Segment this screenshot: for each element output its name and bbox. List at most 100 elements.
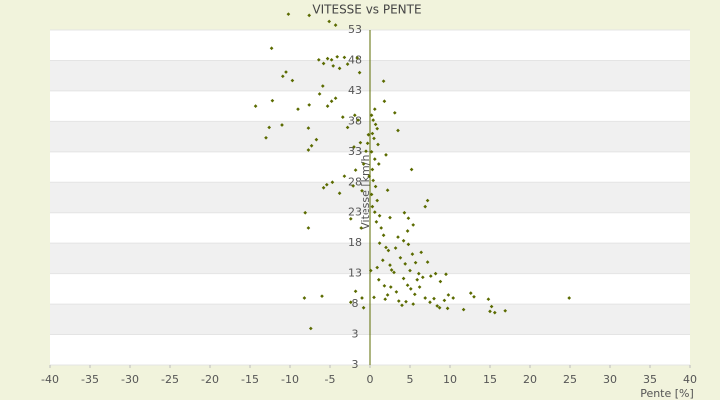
- point: [373, 184, 378, 189]
- y-tick-label: 33: [348, 145, 362, 158]
- point: [374, 220, 379, 224]
- point: [425, 260, 430, 264]
- point: [413, 260, 418, 265]
- point: [411, 223, 416, 227]
- point: [375, 126, 380, 131]
- point: [345, 125, 350, 130]
- point: [270, 98, 275, 103]
- point: [327, 19, 332, 24]
- point: [411, 302, 416, 306]
- point: [417, 285, 422, 289]
- point: [392, 110, 397, 115]
- x-tick-label: 5: [407, 373, 414, 386]
- point: [375, 265, 380, 270]
- point: [386, 248, 391, 253]
- point: [372, 295, 376, 300]
- point: [403, 262, 408, 266]
- x-tick-label: 0: [367, 373, 374, 386]
- x-tick-label: 30: [603, 373, 617, 386]
- point: [486, 297, 491, 302]
- point: [364, 149, 368, 154]
- point: [432, 296, 436, 301]
- point: [361, 305, 366, 310]
- point: [352, 145, 356, 149]
- point: [321, 61, 326, 66]
- x-tick-label: 20: [523, 373, 537, 386]
- point: [303, 210, 308, 215]
- y-tick-label: 48: [348, 53, 362, 66]
- y-tick-label: 53: [348, 23, 362, 36]
- point: [384, 153, 388, 157]
- point: [330, 180, 335, 185]
- point: [451, 296, 456, 300]
- point: [361, 162, 366, 166]
- point: [309, 143, 314, 148]
- point: [415, 277, 420, 282]
- point: [372, 136, 376, 141]
- point: [446, 293, 451, 297]
- point: [388, 215, 392, 220]
- point: [412, 292, 417, 297]
- point: [280, 74, 285, 79]
- point: [342, 174, 347, 179]
- point: [365, 141, 370, 146]
- point: [472, 294, 476, 299]
- point: [371, 178, 376, 183]
- point: [419, 250, 424, 255]
- point: [302, 296, 307, 300]
- point: [503, 308, 508, 313]
- point: [360, 188, 364, 193]
- point: [337, 191, 342, 196]
- point: [402, 210, 407, 215]
- point: [369, 192, 374, 197]
- point: [335, 54, 340, 59]
- point: [356, 118, 360, 122]
- point: [442, 298, 447, 303]
- point: [370, 131, 375, 136]
- point: [423, 204, 428, 209]
- point: [438, 279, 443, 284]
- point: [405, 283, 410, 288]
- point: [410, 252, 415, 256]
- point: [408, 287, 413, 291]
- point: [325, 56, 330, 61]
- point: [348, 216, 353, 221]
- point: [264, 135, 268, 140]
- point: [357, 70, 362, 75]
- point: [370, 204, 375, 209]
- point: [381, 233, 386, 238]
- point: [329, 99, 334, 104]
- point: [369, 113, 374, 118]
- point: [352, 113, 357, 118]
- point: [380, 258, 385, 263]
- point: [385, 188, 390, 193]
- point: [567, 296, 572, 300]
- point: [401, 276, 406, 281]
- point: [409, 167, 414, 172]
- point: [370, 167, 375, 172]
- y-axis-title: Vitesse [km/h]: [359, 150, 372, 230]
- point: [383, 297, 388, 302]
- point: [437, 305, 442, 310]
- point: [416, 271, 421, 276]
- point: [368, 268, 373, 273]
- point: [388, 263, 392, 267]
- point: [398, 255, 403, 260]
- x-tick-label: -15: [241, 373, 259, 386]
- point: [382, 283, 387, 288]
- point: [381, 79, 386, 84]
- point: [376, 162, 381, 166]
- point: [468, 291, 473, 295]
- point: [372, 157, 377, 161]
- y-tick-label: 38: [348, 114, 362, 127]
- point: [376, 142, 380, 147]
- x-tick-label: -10: [281, 373, 299, 386]
- x-tick-label: 10: [443, 373, 457, 386]
- x-tick-label: -5: [325, 373, 336, 386]
- y-tick-label: 28: [348, 175, 362, 188]
- x-tick-label: -40: [41, 373, 59, 386]
- point: [492, 310, 497, 315]
- x-tick-label: -25: [161, 373, 179, 386]
- x-tick-label: 35: [643, 373, 657, 386]
